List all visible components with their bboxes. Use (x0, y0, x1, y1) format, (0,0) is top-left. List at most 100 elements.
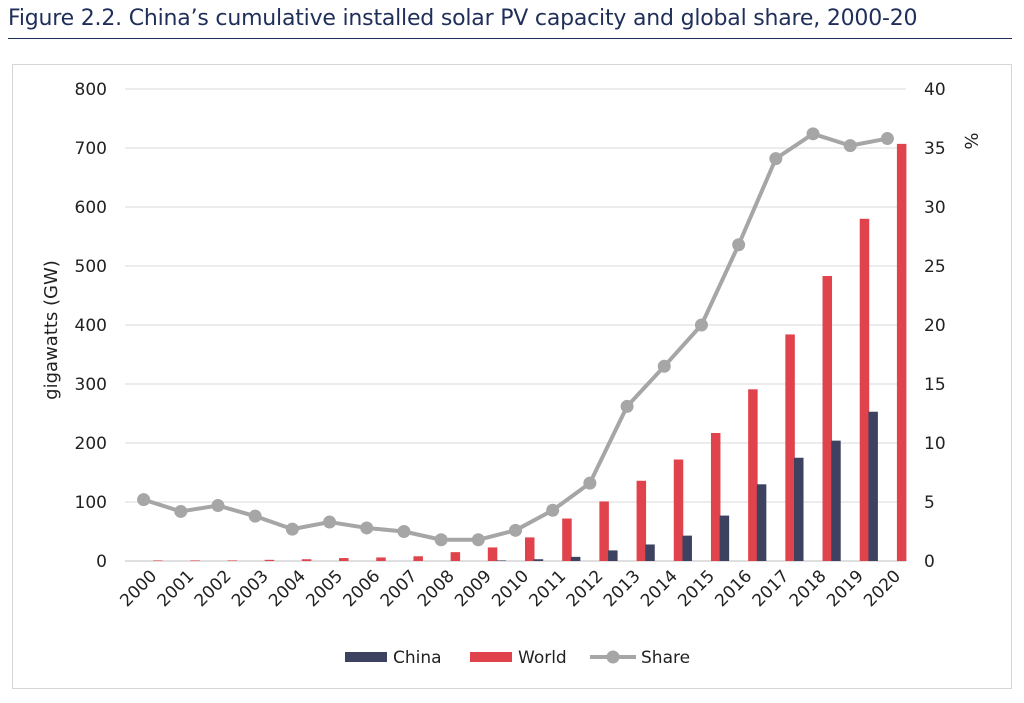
x-tick-label: 2005 (302, 566, 347, 611)
bar-world (190, 560, 200, 561)
bar-world (710, 432, 721, 561)
share-point (471, 533, 485, 547)
y-axis-title: gigawatts (GW) (41, 260, 62, 400)
legend-marker-share (606, 650, 620, 664)
y2-tick-label: 30 (924, 198, 946, 218)
share-point (620, 399, 634, 413)
bar-world (153, 560, 163, 561)
legend: China World Share (345, 648, 690, 668)
bar-world (785, 334, 795, 561)
x-tick-label: 2016 (711, 566, 756, 611)
bar-world (673, 459, 684, 561)
x-tick-label: 2001 (154, 566, 199, 611)
share-point (769, 152, 783, 166)
y-tick-label: 800 (75, 80, 107, 100)
y2-tick-label: 25 (924, 257, 946, 277)
y2-tick-label: 10 (924, 434, 946, 454)
bar-world (487, 547, 498, 561)
bar-world (376, 557, 386, 561)
share-line (137, 127, 894, 547)
share-point (211, 499, 225, 513)
x-tick-label: 2007 (377, 566, 422, 611)
bar-china (645, 544, 655, 561)
y-tick-label: 100 (75, 493, 107, 513)
x-tick-label: 2000 (116, 566, 161, 611)
x-tick-label: 2004 (265, 566, 310, 611)
y-tick-label: 600 (75, 198, 107, 218)
y-tick-label: 700 (75, 139, 107, 159)
x-tick-label: 2009 (451, 566, 496, 611)
bar-world (525, 537, 535, 561)
bar-world (599, 501, 609, 561)
bar-world (413, 556, 423, 561)
y2-tick-label: 20 (924, 316, 946, 336)
bar-world (264, 559, 275, 561)
x-tick-label: 2017 (749, 566, 794, 611)
bar-china (682, 535, 692, 561)
x-tick-label: 2014 (637, 566, 682, 611)
y2-tick-label: 40 (924, 80, 946, 100)
chart-panel: 0 0 100 5 200 10 300 15 400 20 500 25 600 30 700 35 800 4… (12, 64, 1012, 689)
x-tick-label: 2012 (563, 566, 608, 611)
bar-world (636, 480, 647, 561)
legend-label-share: Share (641, 648, 690, 668)
bar-china (570, 556, 581, 561)
share-point (397, 525, 411, 538)
y-tick-label: 300 (75, 375, 107, 395)
bar-china (533, 559, 544, 561)
x-tick-label: 2018 (786, 566, 831, 611)
legend-label-world: World (518, 648, 567, 668)
share-point (583, 476, 597, 490)
bar-world (822, 276, 833, 561)
share-point (806, 127, 820, 141)
bar-world (450, 552, 461, 561)
share-polyline (142, 131, 888, 542)
share-point (248, 509, 262, 523)
share-point (360, 521, 374, 535)
bar-china (496, 560, 506, 561)
bar-world (748, 389, 758, 561)
x-tick-label: 2006 (340, 566, 385, 611)
bars (153, 143, 907, 562)
x-tick-label: 2013 (600, 566, 645, 611)
share-point (285, 522, 299, 536)
bar-china (756, 484, 767, 561)
y-tick-label: 400 (75, 316, 107, 336)
bar-world (859, 218, 870, 562)
bar-world (301, 559, 312, 561)
share-point (434, 533, 448, 547)
x-tick-label: 2008 (414, 566, 459, 611)
bar-china (831, 440, 841, 561)
share-point (137, 493, 151, 507)
chart: 0 0 100 5 200 10 300 15 400 20 500 25 600 30 700 35 800 4… (41, 80, 981, 668)
y2-tick-label: 35 (924, 139, 946, 159)
bar-china (608, 550, 618, 561)
y2-axis-title: % (960, 132, 981, 149)
x-tick-label: 2010 (488, 566, 533, 611)
title-rule (8, 38, 1012, 39)
y-tick-label: 500 (75, 257, 107, 277)
bar-world (227, 560, 237, 561)
figure-title: Figure 2.2. China’s cumulative installed… (8, 6, 918, 31)
gridlines (125, 88, 906, 562)
share-point (732, 238, 746, 252)
bar-china (868, 411, 878, 561)
bar-world (339, 558, 349, 561)
legend-swatch-china (345, 652, 387, 662)
y-tick-label: 200 (75, 434, 107, 454)
bar-world (562, 518, 572, 561)
share-point (174, 504, 188, 518)
y2-tick-label: 5 (924, 493, 935, 513)
share-point (323, 515, 337, 529)
legend-label-china: China (393, 648, 442, 668)
x-tick-label: 2002 (191, 566, 236, 611)
x-tick-label: 2011 (525, 566, 570, 611)
y-tick-label: 0 (96, 552, 107, 572)
y2-tick-label: 15 (924, 375, 946, 395)
share-point (657, 359, 671, 373)
share-point (880, 132, 894, 146)
x-tick-label: 2020 (860, 566, 905, 611)
share-point (546, 503, 560, 517)
x-tick-label: 2003 (228, 566, 273, 611)
share-point (694, 318, 708, 332)
